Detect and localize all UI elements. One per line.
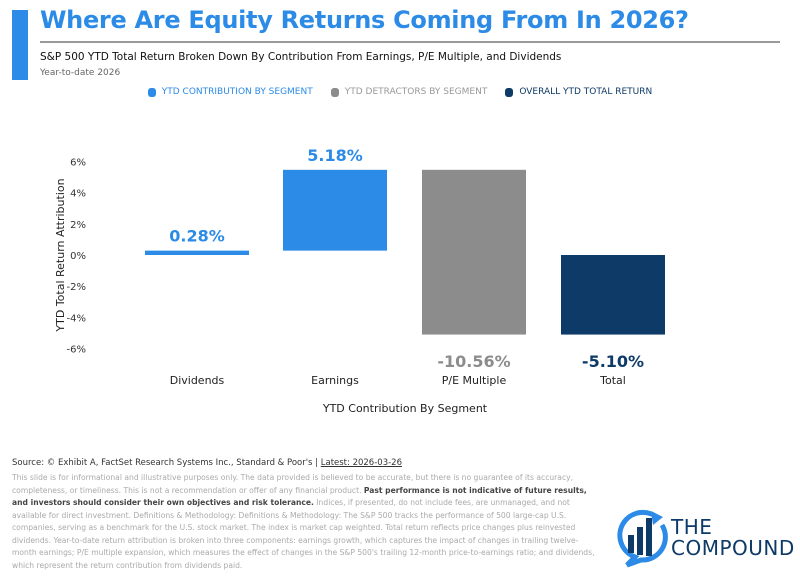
legend-swatch <box>330 87 339 97</box>
data-label: 5.18% <box>307 146 363 165</box>
disclaimer-text-2: Indices, if presented, do not include fe… <box>12 498 595 570</box>
page-title: Where Are Equity Returns Coming From In … <box>40 6 689 34</box>
disclaimer: This slide is for informational and illu… <box>12 472 597 572</box>
source-line: Source: © Exhibit A, FactSet Research Sy… <box>12 458 402 468</box>
the-compound-logo-icon <box>617 509 668 568</box>
x-tick-label: Earnings <box>311 374 359 387</box>
y-axis-title: YTD Total Return Attribution <box>54 178 67 332</box>
legend-label: OVERALL YTD TOTAL RETURN <box>519 87 653 97</box>
legend-swatch <box>147 87 156 97</box>
logo-line-1: THE <box>671 515 713 539</box>
bar-dividends <box>145 250 249 255</box>
data-label: -10.56% <box>437 352 510 371</box>
period-label: Year-to-date 2026 <box>40 68 121 78</box>
legend-item-detractors: YTD DETRACTORS BY SEGMENT <box>330 87 488 97</box>
data-label: -5.10% <box>582 352 644 371</box>
y-tick-label: -2% <box>67 282 86 293</box>
logo-line-2: COMPOUND <box>671 536 795 560</box>
y-tick-label: 0% <box>70 251 86 262</box>
y-tick-label: 2% <box>70 220 86 231</box>
x-tick-label: P/E Multiple <box>442 374 507 387</box>
x-axis-title: YTD Contribution By Segment <box>322 402 488 415</box>
bar-p-e-multiple <box>422 169 526 335</box>
logo-wordmark: THE COMPOUND <box>671 517 795 559</box>
title-divider <box>40 41 780 43</box>
chart-subtitle: S&P 500 YTD Total Return Broken Down By … <box>40 51 562 63</box>
disclaimer-text: This slide is for informational and illu… <box>12 473 574 495</box>
x-tick-label: Dividends <box>170 374 225 387</box>
legend-label: YTD DETRACTORS BY SEGMENT <box>344 87 488 97</box>
latest-date-link[interactable]: Latest: 2026-03-26 <box>320 458 402 468</box>
y-tick-label: -6% <box>67 345 86 356</box>
legend: YTD CONTRIBUTION BY SEGMENT YTD DETRACTO… <box>0 87 800 97</box>
y-tick-label: -4% <box>67 313 86 324</box>
x-tick-label: Total <box>599 374 626 387</box>
data-label: 0.28% <box>169 227 225 246</box>
bar-earnings <box>283 169 387 251</box>
legend-label: YTD CONTRIBUTION BY SEGMENT <box>161 87 313 97</box>
waterfall-chart: YTD Total Return Attribution YTD Contrib… <box>54 146 665 415</box>
legend-item-total: OVERALL YTD TOTAL RETURN <box>505 87 652 97</box>
disclaimer-bold: Past performance is not indicative of fu… <box>12 485 587 508</box>
source-text: Source: © Exhibit A, FactSet Research Sy… <box>12 458 321 468</box>
y-tick-label: 6% <box>70 157 86 168</box>
legend-swatch <box>505 87 514 97</box>
bar-total <box>561 255 665 335</box>
title-accent-bar <box>12 10 28 80</box>
y-tick-label: 4% <box>70 189 86 200</box>
legend-item-contribution: YTD CONTRIBUTION BY SEGMENT <box>147 87 313 97</box>
